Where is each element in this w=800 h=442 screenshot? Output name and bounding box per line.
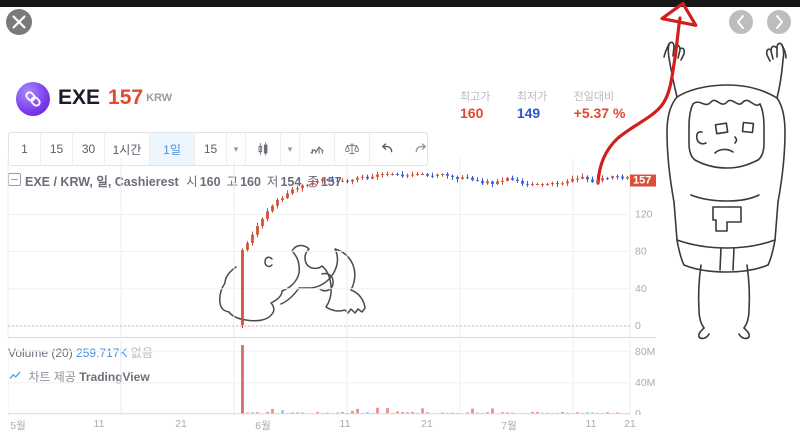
svg-text:157: 157 bbox=[633, 175, 651, 187]
svg-text:80: 80 bbox=[635, 246, 647, 258]
svg-text:40M: 40M bbox=[635, 377, 655, 389]
svg-text:0: 0 bbox=[635, 408, 641, 415]
svg-text:40: 40 bbox=[635, 283, 647, 295]
svg-text:120: 120 bbox=[635, 209, 653, 221]
svg-text:0: 0 bbox=[635, 320, 641, 332]
svg-text:80M: 80M bbox=[635, 346, 655, 358]
